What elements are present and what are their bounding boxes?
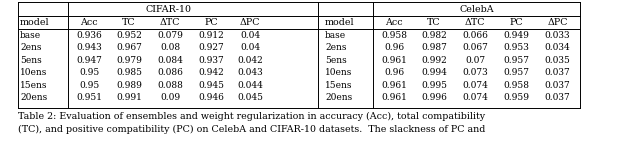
Text: 0.961: 0.961 [381,93,407,102]
Text: 0.04: 0.04 [240,31,260,40]
Text: 0.959: 0.959 [503,93,529,102]
Text: 0.957: 0.957 [503,56,529,65]
Text: 0.045: 0.045 [237,93,263,102]
Text: 0.086: 0.086 [157,68,183,77]
Text: 0.037: 0.037 [545,81,570,90]
Text: 0.927: 0.927 [198,43,224,52]
Text: 0.958: 0.958 [503,81,529,90]
Text: 0.084: 0.084 [157,56,183,65]
Text: base: base [325,31,346,40]
Text: 0.952: 0.952 [116,31,142,40]
Text: 0.042: 0.042 [237,56,263,65]
Text: PC: PC [509,18,523,27]
Text: 0.96: 0.96 [384,43,404,52]
Text: 15ens: 15ens [325,81,353,90]
Text: 0.067: 0.067 [462,43,488,52]
Text: 0.945: 0.945 [198,81,224,90]
Text: 0.991: 0.991 [116,93,142,102]
Text: CelebA: CelebA [459,4,494,13]
Text: 0.982: 0.982 [421,31,447,40]
Text: 0.961: 0.961 [381,81,407,90]
Text: 0.937: 0.937 [198,56,224,65]
Text: 0.951: 0.951 [76,93,102,102]
Text: ΔTC: ΔTC [465,18,485,27]
Text: 0.953: 0.953 [503,43,529,52]
Text: 0.044: 0.044 [237,81,263,90]
Text: 0.066: 0.066 [462,31,488,40]
Text: 0.037: 0.037 [545,68,570,77]
Text: 0.079: 0.079 [157,31,183,40]
Text: 0.942: 0.942 [198,68,224,77]
Text: 0.035: 0.035 [545,56,570,65]
Text: 0.037: 0.037 [545,93,570,102]
Text: base: base [20,31,41,40]
Text: TC: TC [122,18,136,27]
Text: 0.996: 0.996 [421,93,447,102]
Text: 0.95: 0.95 [79,68,99,77]
Text: 0.958: 0.958 [381,31,407,40]
Text: 0.074: 0.074 [462,81,488,90]
Text: 0.912: 0.912 [198,31,224,40]
Text: 15ens: 15ens [20,81,47,90]
Text: 0.979: 0.979 [116,56,142,65]
Text: 0.995: 0.995 [421,81,447,90]
Text: 10ens: 10ens [325,68,353,77]
Text: Acc: Acc [80,18,98,27]
Text: 0.04: 0.04 [240,43,260,52]
Text: 0.08: 0.08 [160,43,180,52]
Text: 0.07: 0.07 [465,56,485,65]
Text: 0.96: 0.96 [384,68,404,77]
Text: ΔTC: ΔTC [160,18,180,27]
Text: 20ens: 20ens [325,93,352,102]
Text: model: model [325,18,355,27]
Text: 0.985: 0.985 [116,68,142,77]
Text: 0.034: 0.034 [545,43,570,52]
Text: 5ens: 5ens [20,56,42,65]
Text: 0.994: 0.994 [421,68,447,77]
Text: PC: PC [204,18,218,27]
Text: Table 2: Evaluation of ensembles and weight regularization in accuracy (Acc), to: Table 2: Evaluation of ensembles and wei… [18,112,485,121]
Text: 0.946: 0.946 [198,93,224,102]
Text: ΔPC: ΔPC [240,18,260,27]
Text: Acc: Acc [385,18,403,27]
Text: 0.957: 0.957 [503,68,529,77]
Text: 0.073: 0.073 [462,68,488,77]
Text: 0.074: 0.074 [462,93,488,102]
Text: 0.033: 0.033 [545,31,570,40]
Text: 0.961: 0.961 [381,56,407,65]
Text: 0.989: 0.989 [116,81,142,90]
Text: 0.992: 0.992 [421,56,447,65]
Text: 5ens: 5ens [325,56,347,65]
Text: 2ens: 2ens [20,43,42,52]
Text: model: model [20,18,50,27]
Text: 0.967: 0.967 [116,43,142,52]
Text: 0.987: 0.987 [421,43,447,52]
Text: 10ens: 10ens [20,68,47,77]
Text: 20ens: 20ens [20,93,47,102]
Text: CIFAR-10: CIFAR-10 [146,4,192,13]
Text: ΔPC: ΔPC [547,18,568,27]
Text: 0.943: 0.943 [76,43,102,52]
Text: (TC), and positive compatibility (PC) on CelebA and CIFAR-10 datasets.  The slac: (TC), and positive compatibility (PC) on… [18,125,485,134]
Text: 2ens: 2ens [325,43,346,52]
Text: 0.947: 0.947 [76,56,102,65]
Text: 0.043: 0.043 [237,68,263,77]
Text: 0.949: 0.949 [503,31,529,40]
Text: TC: TC [427,18,441,27]
Text: 0.09: 0.09 [160,93,180,102]
Text: 0.936: 0.936 [76,31,102,40]
Text: 0.088: 0.088 [157,81,183,90]
Text: 0.95: 0.95 [79,81,99,90]
